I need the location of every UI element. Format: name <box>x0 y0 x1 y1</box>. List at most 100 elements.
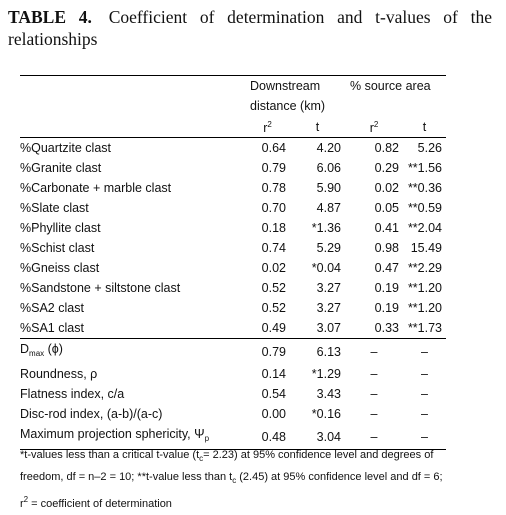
cell: 0.14 <box>261 367 286 381</box>
subscript: p <box>204 434 210 443</box>
header-cell <box>20 75 245 116</box>
text: Roundness, ρ <box>20 367 98 381</box>
cell: **0.59 <box>407 201 442 215</box>
cell: 0.02 <box>261 261 286 275</box>
cell: 3.27 <box>316 281 341 295</box>
table-row: Dmax (ϕ) 0.79 6.13 – – <box>20 339 446 365</box>
text: %Gneiss clast <box>20 261 100 275</box>
text: %Slate clast <box>20 201 89 215</box>
cell: 0.41 <box>374 221 399 235</box>
superscript: 2 <box>267 120 272 129</box>
text: Disc-rod index, (a-b)/(a-c) <box>20 407 163 421</box>
cell: **1.56 <box>407 161 442 175</box>
cell: 0.49 <box>245 318 290 339</box>
title-label: TABLE 4. <box>8 7 92 27</box>
cell: 5.26 <box>417 141 442 155</box>
cell: 0.02 <box>374 181 399 195</box>
cell: – <box>403 424 446 450</box>
table-row: %Granite clast 0.79 6.06 0.29 **1.56 <box>20 158 446 178</box>
cell: 3.43 <box>316 387 341 401</box>
row-label: Flatness index, c/a <box>20 384 245 404</box>
group-header-text: Downstream distance (km) <box>250 79 326 113</box>
row-label: Maximum projection sphericity, Ψp <box>20 424 245 450</box>
text: %SA2 clast <box>20 301 84 315</box>
cell: 3.27 <box>316 301 341 315</box>
row-label: %Phyllite clast <box>20 218 245 238</box>
cell: *0.16 <box>311 407 341 421</box>
cell: 0.64 <box>261 141 286 155</box>
header-row: Downstream distance (km) % source area <box>20 75 446 116</box>
row-label: %SA2 clast <box>20 298 245 318</box>
text: %SA1 clast <box>20 321 84 335</box>
row-label: %Schist clast <box>20 238 245 258</box>
sub-header: t <box>403 116 446 138</box>
sub-header: r2 <box>245 116 290 138</box>
text: (2.45) at 95% confidence level and df = … <box>20 471 443 510</box>
text: t <box>422 119 427 134</box>
cell: 6.06 <box>316 161 341 175</box>
cell: 0.29 <box>374 161 399 175</box>
text: %Granite clast <box>20 161 102 175</box>
text: %Phyllite clast <box>20 221 101 235</box>
cell: **1.20 <box>407 281 442 295</box>
row-label: Disc-rod index, (a-b)/(a-c) <box>20 404 245 424</box>
text: %Sandstone + siltstone clast <box>20 281 181 295</box>
row-label: %Granite clast <box>20 158 245 178</box>
cell: – <box>421 367 428 381</box>
subscript: c <box>199 454 204 463</box>
subscript: max <box>29 349 45 358</box>
cell: 6.13 <box>316 344 341 359</box>
superscript: 2 <box>23 495 29 504</box>
cell: 0.78 <box>261 181 286 195</box>
text: t <box>315 119 320 134</box>
table-row: Disc-rod index, (a-b)/(a-c) 0.00 *0.16 – – <box>20 404 446 424</box>
cell: – <box>421 407 428 421</box>
table-row: %SA2 clast 0.52 3.27 0.19 **1.20 <box>20 298 446 318</box>
table: Downstream distance (km)% source area r2 t… <box>20 75 446 450</box>
text: *t-values less than a critical t-value (… <box>20 449 200 461</box>
cell: – <box>345 424 403 450</box>
footnote: *t-values less than a critical t-value (… <box>20 446 452 514</box>
table-row: %SA1 clast 0.49 3.07 0.33 **1.73 <box>20 318 446 339</box>
cell: 0.98 <box>374 241 399 255</box>
cell: **2.04 <box>407 221 442 235</box>
cell: 0.47 <box>374 261 399 275</box>
text: %Schist clast <box>20 241 95 255</box>
cell: 4.87 <box>316 201 341 215</box>
text: %Quartzite clast <box>20 141 112 155</box>
sub-header: t <box>290 116 345 138</box>
cell: 5.29 <box>316 241 341 255</box>
cell: 5.90 <box>316 181 341 195</box>
table-row: %Gneiss clast 0.02 *0.04 0.47 **2.29 <box>20 258 446 278</box>
table-row: %Carbonate + marble clast 0.78 5.90 0.02 **0… <box>20 178 446 198</box>
table-title: TABLE 4. Coefficient of determination an… <box>8 6 492 50</box>
subscript: c <box>232 476 237 485</box>
cell: 0.48 <box>245 424 290 450</box>
cell: **0.36 <box>407 181 442 195</box>
cell: 0.33 <box>345 318 403 339</box>
text: Flatness index, c/a <box>20 387 125 401</box>
row-label: %Carbonate + marble clast <box>20 178 245 198</box>
text: D <box>20 342 30 356</box>
cell: – <box>370 367 378 381</box>
cell: – <box>370 407 378 421</box>
text: = 2.23) at 95% confidence level and degr… <box>20 449 434 483</box>
cell: 0.79 <box>261 344 286 359</box>
superscript: 2 <box>373 120 379 129</box>
sub-header: r2 <box>345 116 403 138</box>
cell: 0.70 <box>261 201 286 215</box>
header-cell <box>345 96 446 116</box>
text: %Carbonate + marble clast <box>20 181 172 195</box>
cell: 0.18 <box>261 221 286 235</box>
header-cell <box>20 116 245 138</box>
table-row: Roundness, ρ 0.14 *1.29 – – <box>20 364 446 384</box>
cell: 0.52 <box>261 301 286 315</box>
cell: – <box>370 344 378 359</box>
row-label: %Gneiss clast <box>20 258 245 278</box>
cell: *0.04 <box>311 261 341 275</box>
text: = coefficient of determination <box>28 498 172 510</box>
row-label: Dmax (ϕ) <box>20 339 245 365</box>
cell: 0.79 <box>261 161 286 175</box>
text: Maximum projection sphericity, Ψ <box>20 427 205 441</box>
table-row: %Sandstone + siltstone clast 0.52 3.27 0.19… <box>20 278 446 298</box>
